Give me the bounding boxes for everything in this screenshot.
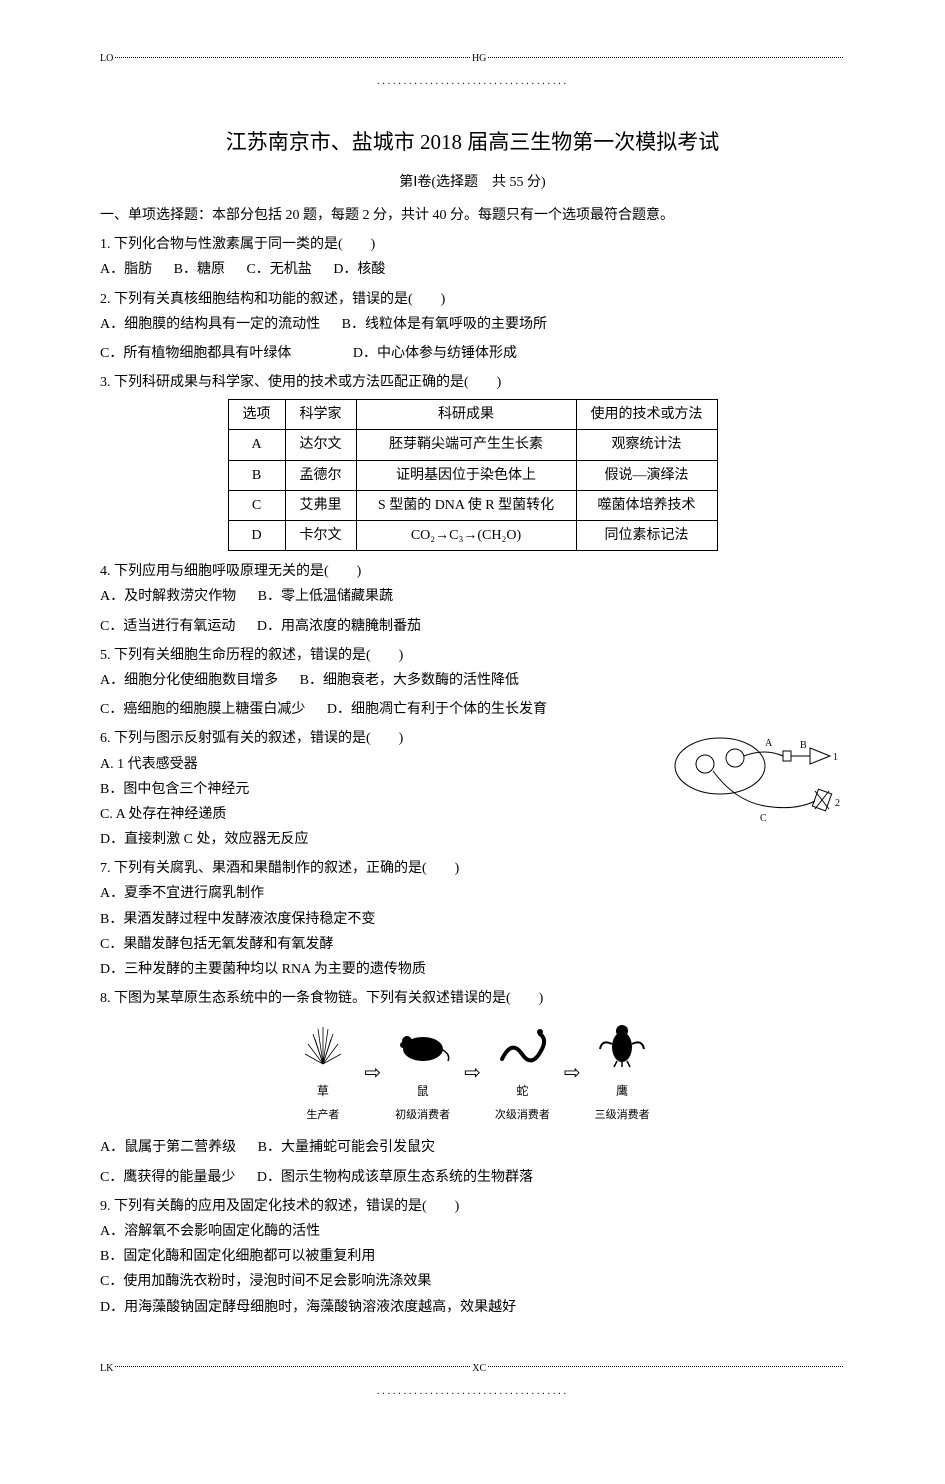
q7-opt-d: D．三种发酵的主要菌种均以 RNA 为主要的遗传物质 bbox=[100, 957, 845, 982]
q5-stem: 5. 下列有关细胞生命历程的叙述，错误的是( ) bbox=[100, 643, 845, 668]
grass-icon bbox=[293, 1019, 353, 1069]
q9-opt-c: C．使用加酶洗衣粉时，浸泡时间不足会影响洗涤效果 bbox=[100, 1269, 845, 1294]
q5-opt-d: D．细胞凋亡有利于个体的生长发育 bbox=[327, 702, 547, 717]
q2-options-line2: C．所有植物细胞都具有叶绿体 D．中心体参与纺锤体形成 bbox=[100, 341, 845, 366]
table-row: C 艾弗里 S 型菌的 DNA 使 R 型菌转化 噬菌体培养技术 bbox=[228, 490, 717, 520]
q2-opt-d: D．中心体参与纺锤体形成 bbox=[353, 346, 517, 361]
footer-left-marker: LK bbox=[100, 1360, 113, 1378]
chain-mouse: 鼠 初级消费者 bbox=[393, 1019, 453, 1127]
q4-options-line2: C．适当进行有氧运动 D．用高浓度的糖腌制番茄 bbox=[100, 614, 845, 639]
q8-opt-a: A．鼠属于第二营养级 bbox=[100, 1140, 236, 1155]
q9-stem: 9. 下列有关酶的应用及固定化技术的叙述，错误的是( ) bbox=[100, 1194, 845, 1219]
chain-grass: 草 生产者 bbox=[293, 1019, 353, 1127]
q4-opt-d: D．用高浓度的糖腌制番茄 bbox=[257, 619, 421, 634]
footer-mid-marker: XC bbox=[472, 1360, 486, 1378]
q8-opt-d: D．图示生物构成该草原生态系统的生物群落 bbox=[257, 1170, 533, 1185]
q5-opt-b: B．细胞衰老，大多数酶的活性降低 bbox=[300, 673, 519, 688]
question-9: 9. 下列有关酶的应用及固定化技术的叙述，错误的是( ) A．溶解氧不会影响固定… bbox=[100, 1194, 845, 1320]
q5-options-line2: C．癌细胞的细胞膜上糖蛋白减少 D．细胞凋亡有利于个体的生长发育 bbox=[100, 697, 845, 722]
diagram-label-A: A bbox=[765, 738, 773, 749]
q3-stem: 3. 下列科研成果与科学家、使用的技术或方法匹配正确的是( ) bbox=[100, 370, 845, 395]
q5-opt-a: A．细胞分化使细胞数目增多 bbox=[100, 673, 278, 688]
q2-opt-a: A．细胞膜的结构具有一定的流动性 bbox=[100, 317, 320, 332]
table-row: A 达尔文 胚芽鞘尖端可产生生长素 观察统计法 bbox=[228, 430, 717, 460]
table-row: B 孟德尔 证明基因位于染色体上 假说—演绎法 bbox=[228, 460, 717, 490]
q1-opt-d: D．核酸 bbox=[333, 262, 385, 277]
q1-opt-a: A．脂肪 bbox=[100, 262, 152, 277]
eagle-icon bbox=[592, 1019, 652, 1069]
q2-options-line1: A．细胞膜的结构具有一定的流动性 B．线粒体是有氧呼吸的主要场所 bbox=[100, 312, 845, 337]
question-1: 1. 下列化合物与性激素属于同一类的是( ) A．脂肪 B．糖原 C．无机盐 D… bbox=[100, 232, 845, 282]
q4-stem: 4. 下列应用与细胞呼吸原理无关的是( ) bbox=[100, 559, 845, 584]
table-row: D 卡尔文 CO₂→C₃→(CH₂O) 同位素标记法 bbox=[228, 521, 717, 551]
header-sub-dots: ···································· bbox=[100, 76, 845, 94]
q3-table: 选项 科学家 科研成果 使用的技术或方法 A 达尔文 胚芽鞘尖端可产生生长素 观… bbox=[228, 399, 718, 551]
q9-opt-a: A．溶解氧不会影响固定化酶的活性 bbox=[100, 1219, 845, 1244]
q9-opt-d: D．用海藻酸钠固定酵母细胞时，海藻酸钠溶液浓度越高，效果越好 bbox=[100, 1295, 845, 1320]
q1-options: A．脂肪 B．糖原 C．无机盐 D．核酸 bbox=[100, 257, 845, 282]
question-7: 7. 下列有关腐乳、果酒和果醋制作的叙述，正确的是( ) A．夏季不宜进行腐乳制… bbox=[100, 856, 845, 982]
question-6: 6. 下列与图示反射弧有关的叙述，错误的是( ) A. 1 代表感受器 B．图中… bbox=[100, 726, 845, 852]
q8-opt-b: B．大量捕蛇可能会引发鼠灾 bbox=[258, 1140, 435, 1155]
q4-options-line1: A．及时解救涝灾作物 B．零上低温储藏果蔬 bbox=[100, 584, 845, 609]
diagram-label-B: B bbox=[800, 740, 807, 751]
footer-ornament: LK XC ··································… bbox=[100, 1360, 845, 1404]
question-4: 4. 下列应用与细胞呼吸原理无关的是( ) A．及时解救涝灾作物 B．零上低温储… bbox=[100, 559, 845, 639]
q7-opt-a: A．夏季不宜进行腐乳制作 bbox=[100, 881, 845, 906]
q9-opt-b: B．固定化酶和固定化细胞都可以被重复利用 bbox=[100, 1244, 845, 1269]
q2-opt-b: B．线粒体是有氧呼吸的主要场所 bbox=[342, 317, 547, 332]
arrow-icon: ⇨ bbox=[564, 1055, 581, 1091]
q5-options-line1: A．细胞分化使细胞数目增多 B．细胞衰老，大多数酶的活性降低 bbox=[100, 668, 845, 693]
arrow-icon: ⇨ bbox=[464, 1055, 481, 1091]
q8-stem: 8. 下图为某草原生态系统中的一条食物链。下列有关叙述错误的是( ) bbox=[100, 986, 845, 1011]
diagram-label-1: 1 bbox=[833, 752, 838, 763]
question-5: 5. 下列有关细胞生命历程的叙述，错误的是( ) A．细胞分化使细胞数目增多 B… bbox=[100, 643, 845, 723]
q3-th-2: 科研成果 bbox=[356, 400, 576, 430]
q4-opt-b: B．零上低温储藏果蔬 bbox=[258, 589, 393, 604]
question-2: 2. 下列有关真核细胞结构和功能的叙述，错误的是( ) A．细胞膜的结构具有一定… bbox=[100, 287, 845, 367]
q2-stem: 2. 下列有关真核细胞结构和功能的叙述，错误的是( ) bbox=[100, 287, 845, 312]
snake-icon bbox=[492, 1019, 552, 1069]
q1-stem: 1. 下列化合物与性激素属于同一类的是( ) bbox=[100, 232, 845, 257]
q3-th-3: 使用的技术或方法 bbox=[576, 400, 717, 430]
q1-opt-b: B．糖原 bbox=[174, 262, 225, 277]
q7-opt-c: C．果醋发酵包括无氧发酵和有氧发酵 bbox=[100, 932, 845, 957]
q8-options-line1: A．鼠属于第二营养级 B．大量捕蛇可能会引发鼠灾 bbox=[100, 1135, 845, 1160]
q1-opt-c: C．无机盐 bbox=[246, 262, 311, 277]
diagram-label-C: C bbox=[760, 813, 767, 824]
q8-opt-c: C．鹰获得的能量最少 bbox=[100, 1170, 235, 1185]
question-8: 8. 下图为某草原生态系统中的一条食物链。下列有关叙述错误的是( ) 草 生产者… bbox=[100, 986, 845, 1190]
q5-opt-c: C．癌细胞的细胞膜上糖蛋白减少 bbox=[100, 702, 305, 717]
diagram-label-2: 2 bbox=[835, 798, 840, 809]
exam-title: 江苏南京市、盐城市 2018 届高三生物第一次模拟考试 bbox=[100, 124, 845, 162]
chain-snake: 蛇 次级消费者 bbox=[492, 1019, 552, 1127]
arrow-icon: ⇨ bbox=[364, 1055, 381, 1091]
reflex-arc-diagram: 1 A B C 2 bbox=[665, 726, 865, 846]
question-3: 3. 下列科研成果与科学家、使用的技术或方法匹配正确的是( ) 选项 科学家 科… bbox=[100, 370, 845, 551]
header-mid-marker: HG bbox=[472, 50, 486, 68]
q4-opt-a: A．及时解救涝灾作物 bbox=[100, 589, 236, 604]
q8-options-line2: C．鹰获得的能量最少 D．图示生物构成该草原生态系统的生物群落 bbox=[100, 1165, 845, 1190]
exam-subtitle: 第Ⅰ卷(选择题 共 55 分) bbox=[100, 170, 845, 195]
header-ornament: LO HG bbox=[100, 50, 845, 68]
mouse-icon bbox=[393, 1019, 453, 1069]
header-left-marker: LO bbox=[100, 50, 113, 68]
q3-th-0: 选项 bbox=[228, 400, 285, 430]
food-chain-diagram: 草 生产者 ⇨ 鼠 初级消费者 ⇨ 蛇 次级消费者 ⇨ bbox=[100, 1019, 845, 1127]
q3-th-1: 科学家 bbox=[285, 400, 356, 430]
q2-opt-c: C．所有植物细胞都具有叶绿体 bbox=[100, 346, 291, 361]
chain-eagle: 鹰 三级消费者 bbox=[592, 1019, 652, 1127]
q7-opt-b: B．果酒发酵过程中发酵液浓度保持稳定不变 bbox=[100, 907, 845, 932]
section-1-header: 一、单项选择题：本部分包括 20 题，每题 2 分，共计 40 分。每题只有一个… bbox=[100, 203, 845, 228]
q4-opt-c: C．适当进行有氧运动 bbox=[100, 619, 235, 634]
q7-stem: 7. 下列有关腐乳、果酒和果醋制作的叙述，正确的是( ) bbox=[100, 856, 845, 881]
